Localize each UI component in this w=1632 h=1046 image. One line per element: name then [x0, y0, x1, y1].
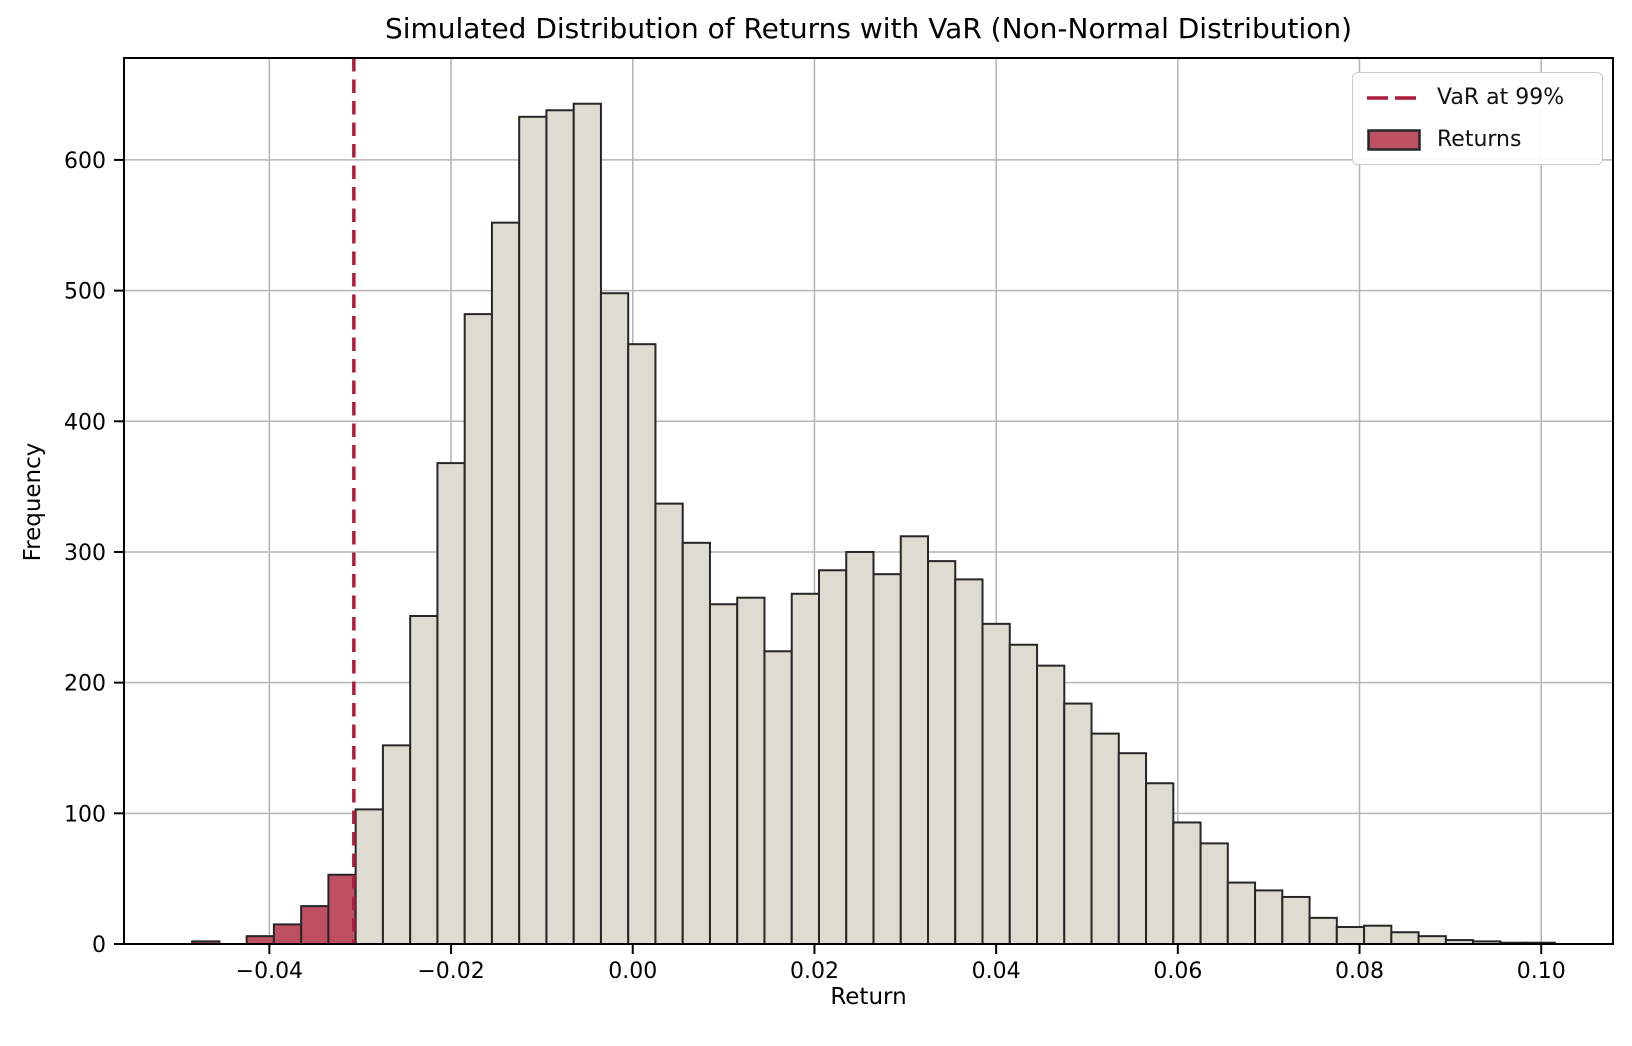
histogram-bar [1308, 916, 1338, 946]
histogram-bar [1199, 842, 1229, 945]
x-tick-label: 0.10 [1517, 959, 1566, 984]
histogram-bar [300, 905, 330, 946]
y-tick-label: 400 [64, 410, 106, 435]
color-swatch-icon [1367, 128, 1421, 151]
histogram-bar [1335, 926, 1366, 945]
legend: VaR at 99% Returns [1352, 72, 1603, 165]
histogram-bar [981, 622, 1011, 945]
histogram-bar [927, 560, 957, 946]
histogram-bar [1008, 643, 1039, 946]
histogram-bar [1090, 732, 1120, 945]
histogram-bar [436, 462, 466, 945]
histogram-bar [817, 569, 848, 945]
histogram-bar [599, 292, 630, 945]
histogram-bar [899, 535, 930, 946]
histogram-bar [708, 603, 739, 945]
histogram-bar [409, 614, 439, 946]
histogram-bar [518, 115, 548, 946]
histogram-bar [545, 109, 575, 946]
histogram-bar [272, 923, 303, 946]
y-tick-label: 200 [64, 672, 106, 697]
legend-row-returns: Returns [1367, 127, 1588, 152]
y-tick-label: 0 [92, 933, 106, 958]
histogram-bar [1226, 881, 1257, 945]
axis-ticks: −0.04 −0.02 0.00 0.02 0.04 0.06 0.08 0.10 0 100 20… [64, 149, 1566, 984]
legend-label-returns: Returns [1437, 127, 1522, 152]
histogram-bar [1172, 821, 1202, 946]
histogram-bar [845, 550, 875, 945]
x-axis-label: Return [830, 984, 907, 1010]
histogram-bar [490, 221, 521, 946]
x-tick-label: −0.02 [417, 959, 484, 984]
histogram-bar [681, 541, 711, 946]
histogram-bar [1363, 924, 1393, 946]
y-tick-label: 600 [64, 149, 106, 174]
x-tick-label: 0.08 [1335, 959, 1384, 984]
histogram-bar [354, 808, 384, 945]
histogram-bar [1281, 895, 1311, 945]
histogram-bar [1117, 752, 1148, 945]
plot-frame [123, 57, 1614, 945]
histogram-bar [654, 502, 684, 945]
histogram-bar [1036, 664, 1066, 945]
histogram-bar [954, 578, 984, 946]
histogram-bar [572, 102, 602, 945]
x-tick-label: 0.06 [1153, 959, 1202, 984]
x-tick-label: 0.02 [790, 959, 839, 984]
dashed-line-icon [1367, 95, 1421, 100]
histogram-bars [191, 102, 1556, 946]
y-axis-label: Frequency [20, 442, 46, 562]
legend-label-var: VaR at 99% [1437, 85, 1565, 110]
histogram-bar [1390, 931, 1420, 946]
histogram-bar [790, 592, 820, 946]
x-tick-label: −0.04 [236, 959, 303, 984]
y-tick-label: 300 [64, 541, 106, 566]
histogram-bar [872, 573, 902, 945]
x-tick-label: 0.04 [972, 959, 1021, 984]
x-tick-label: 0.00 [608, 959, 657, 984]
histogram-bar [1417, 935, 1447, 946]
histogram-bar [1254, 889, 1284, 945]
histogram-bar [627, 343, 657, 945]
histogram-bar [1063, 702, 1093, 946]
histogram-bar [736, 596, 766, 946]
y-tick-label: 100 [64, 802, 106, 827]
histogram-bar [327, 873, 357, 946]
y-tick-label: 500 [64, 280, 106, 305]
chart-title: Simulated Distribution of Returns with V… [384, 12, 1353, 45]
histogram-bar [245, 935, 275, 946]
histogram-bar [463, 313, 493, 945]
histogram-bar [1145, 782, 1175, 946]
legend-row-var: VaR at 99% [1367, 85, 1588, 110]
histogram-bar [763, 650, 793, 945]
histogram-bar [381, 744, 412, 945]
